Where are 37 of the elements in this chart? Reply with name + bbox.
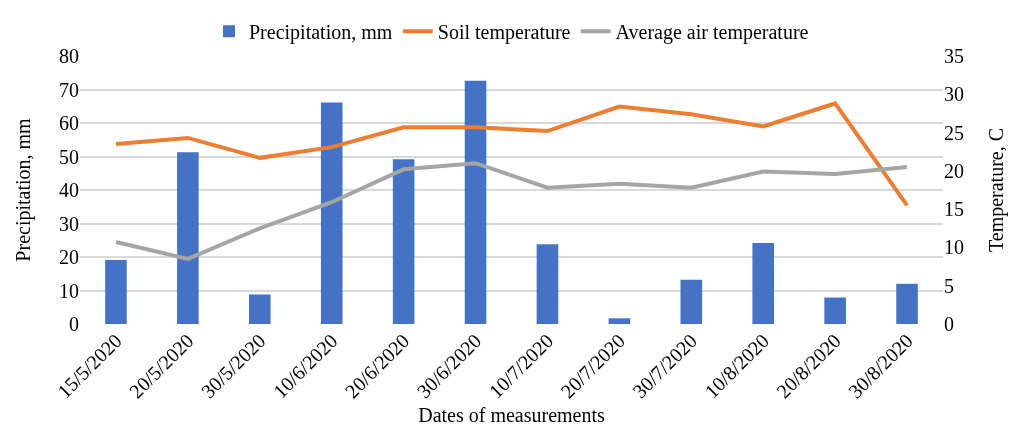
y2-tick-label: 10 xyxy=(944,236,964,259)
y-tick-label: 40 xyxy=(59,179,79,201)
y-tick-label: 10 xyxy=(59,279,79,302)
line-series xyxy=(113,161,910,261)
bar xyxy=(752,242,774,324)
bar xyxy=(320,102,343,324)
bar xyxy=(536,244,559,324)
y2-tick-label: 5 xyxy=(944,274,954,297)
y-tick-label: 50 xyxy=(59,145,79,168)
bar xyxy=(464,80,487,324)
bar xyxy=(392,159,415,324)
bar xyxy=(608,318,631,324)
y-tick-label: 20 xyxy=(59,246,79,268)
bar xyxy=(105,260,127,324)
bar xyxy=(249,294,271,324)
x-axis-title: Dates of measurements xyxy=(418,404,606,427)
y-tick-label: 80 xyxy=(59,45,79,67)
bar xyxy=(824,297,846,324)
line-series xyxy=(113,101,910,208)
y-tick-label: 70 xyxy=(59,78,79,101)
y2-tick-label: 20 xyxy=(944,159,964,182)
bar xyxy=(177,152,199,324)
bar xyxy=(896,283,918,324)
y2-tick-label: 25 xyxy=(944,121,964,144)
legend-label: Average air temperature xyxy=(615,20,809,44)
y2-tick-label: 35 xyxy=(944,45,964,67)
legend-label: Soil temperature xyxy=(437,20,571,44)
bar xyxy=(680,279,703,324)
y2-axis-title: Temperature, C xyxy=(985,127,1008,253)
y2-tick-label: 30 xyxy=(944,83,964,106)
y-tick-label: 60 xyxy=(59,112,79,134)
y2-tick-label: 0 xyxy=(944,313,954,335)
legend-label: Precipitation, mm xyxy=(249,20,393,44)
y-tick-label: 0 xyxy=(69,313,79,335)
y2-tick-label: 15 xyxy=(944,198,964,221)
y-axis-title: Precipitation, mm xyxy=(12,117,35,262)
y-tick-label: 30 xyxy=(59,212,79,235)
